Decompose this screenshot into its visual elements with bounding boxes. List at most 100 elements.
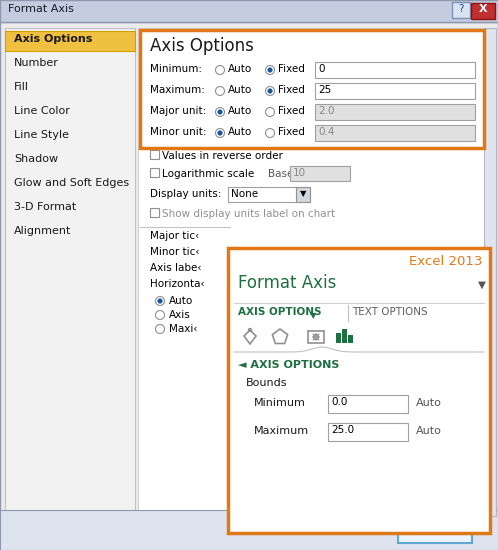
Text: Axis labe‹: Axis labe‹ [150,263,202,273]
Text: ▼: ▼ [310,311,317,320]
FancyBboxPatch shape [296,187,310,202]
Text: Fixed: Fixed [278,106,305,116]
Text: AXIS OPTIONS: AXIS OPTIONS [238,307,322,317]
Text: Maximum: Maximum [254,426,309,436]
Text: ▼: ▼ [478,280,486,290]
Circle shape [216,86,225,96]
Text: Excel 2013: Excel 2013 [409,255,482,268]
Text: Auto: Auto [416,398,442,408]
FancyBboxPatch shape [315,62,475,78]
Text: Maxi‹: Maxi‹ [169,324,198,334]
Text: Display units:: Display units: [150,189,222,199]
Text: Line Style: Line Style [14,130,69,140]
Text: Minimum:: Minimum: [150,64,202,74]
Circle shape [155,311,164,320]
Text: ▼: ▼ [300,189,306,198]
Text: Fixed: Fixed [278,64,305,74]
Text: Base:: Base: [268,169,297,179]
FancyBboxPatch shape [315,104,475,120]
Text: Maximum:: Maximum: [150,85,205,95]
FancyBboxPatch shape [228,187,298,202]
Circle shape [216,129,225,138]
FancyBboxPatch shape [342,329,347,343]
Text: X: X [479,4,488,14]
Text: ?: ? [458,4,464,14]
Circle shape [218,131,222,135]
FancyBboxPatch shape [471,3,495,19]
Circle shape [268,68,272,72]
Text: Alignment: Alignment [14,226,71,236]
Text: Axis: Axis [169,310,191,320]
Text: Auto: Auto [416,426,442,436]
FancyBboxPatch shape [336,333,341,343]
Text: Fill: Fill [14,82,29,92]
FancyBboxPatch shape [315,125,475,141]
FancyBboxPatch shape [228,248,490,533]
FancyBboxPatch shape [452,2,470,18]
Text: Line Color: Line Color [14,106,70,116]
FancyBboxPatch shape [328,395,408,413]
Circle shape [265,107,274,117]
Text: Fixed: Fixed [278,85,305,95]
Circle shape [216,65,225,74]
Text: Auto: Auto [169,296,193,306]
Text: 0.4: 0.4 [318,127,335,137]
Circle shape [218,110,222,114]
FancyBboxPatch shape [328,423,408,441]
Text: Show display units label on chart: Show display units label on chart [162,209,335,219]
Text: Format Axis: Format Axis [8,4,74,14]
FancyBboxPatch shape [138,28,490,516]
Text: 3-D Format: 3-D Format [14,202,76,212]
Text: 25.0: 25.0 [331,425,354,435]
FancyBboxPatch shape [398,517,472,543]
Text: Fixed: Fixed [278,127,305,137]
Text: Axis Options: Axis Options [14,34,92,44]
Text: Minor unit:: Minor unit: [150,127,207,137]
Text: Glow and Soft Edges: Glow and Soft Edges [14,178,129,188]
Text: Minor tic‹: Minor tic‹ [150,247,200,257]
Text: Major unit:: Major unit: [150,106,206,116]
Text: Logarithmic scale: Logarithmic scale [162,169,254,179]
Text: 0.0: 0.0 [331,397,348,407]
Text: ◄ AXIS OPTIONS: ◄ AXIS OPTIONS [238,360,339,370]
Text: Auto: Auto [228,64,252,74]
Text: Auto: Auto [228,106,252,116]
Text: 2.0: 2.0 [318,106,335,116]
Circle shape [155,296,164,305]
Text: Shadow: Shadow [14,154,58,164]
Text: Horizonta‹: Horizonta‹ [150,279,205,289]
Circle shape [268,89,272,93]
Circle shape [155,324,164,333]
FancyBboxPatch shape [0,22,498,550]
Text: TEXT OPTIONS: TEXT OPTIONS [352,307,428,317]
Text: Close: Close [418,523,452,536]
FancyBboxPatch shape [0,0,498,22]
FancyBboxPatch shape [150,208,159,217]
Text: Axis Options: Axis Options [150,37,254,55]
Text: Major tic‹: Major tic‹ [150,231,199,241]
FancyBboxPatch shape [484,28,496,516]
Circle shape [265,65,274,74]
FancyBboxPatch shape [290,166,350,181]
Text: Values in reverse order: Values in reverse order [162,151,283,161]
Circle shape [265,129,274,138]
FancyBboxPatch shape [150,150,159,159]
FancyBboxPatch shape [5,28,135,516]
FancyBboxPatch shape [5,31,135,51]
Text: Number: Number [14,58,59,68]
Text: Format Axis: Format Axis [238,274,336,292]
Text: 25: 25 [318,85,331,95]
FancyBboxPatch shape [0,510,498,550]
Text: Bounds: Bounds [246,378,287,388]
Text: 10: 10 [293,168,306,178]
Text: None: None [231,189,258,199]
Text: Auto: Auto [228,85,252,95]
Text: 0: 0 [318,64,325,74]
FancyBboxPatch shape [348,335,353,343]
Circle shape [158,299,162,303]
FancyBboxPatch shape [315,83,475,99]
FancyBboxPatch shape [150,168,159,177]
Circle shape [216,107,225,117]
Circle shape [265,86,274,96]
Text: Minimum: Minimum [254,398,306,408]
